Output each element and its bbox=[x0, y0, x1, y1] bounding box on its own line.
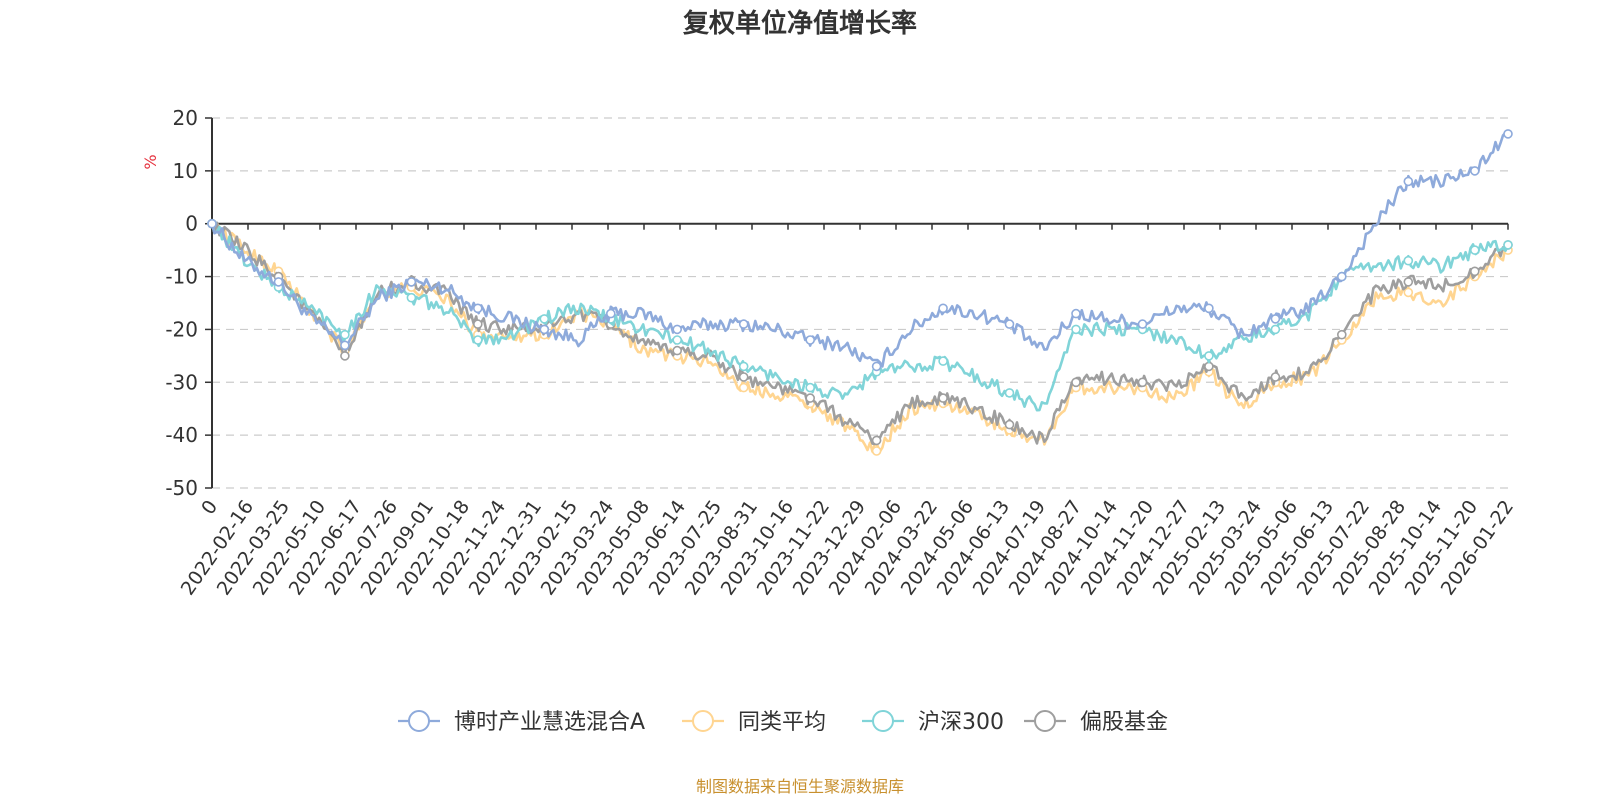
series-marker bbox=[871, 446, 882, 456]
axes bbox=[205, 117, 1509, 489]
series-marker bbox=[1204, 351, 1214, 361]
series-marker bbox=[406, 277, 417, 287]
series-group bbox=[207, 129, 1513, 456]
chart-title: 复权单位净值增长率 bbox=[683, 8, 917, 39]
series-marker bbox=[738, 382, 749, 393]
legend-marker bbox=[872, 710, 894, 732]
series-marker bbox=[539, 324, 550, 335]
y-tick-label: -50 bbox=[165, 476, 198, 500]
series-marker bbox=[938, 303, 948, 314]
series-marker bbox=[672, 324, 683, 335]
y-tick-label: -10 bbox=[165, 265, 198, 289]
y-tick-label: 0 bbox=[185, 212, 198, 236]
series-marker bbox=[805, 393, 816, 403]
series-marker bbox=[805, 382, 816, 393]
series-marker bbox=[1403, 287, 1414, 298]
series-marker bbox=[207, 218, 217, 229]
series-marker bbox=[672, 335, 683, 345]
series-marker bbox=[938, 356, 948, 366]
source-note: 制图数据来自恒生聚源数据库 bbox=[696, 777, 904, 796]
series-line bbox=[210, 131, 1509, 368]
legend-marker bbox=[692, 710, 714, 732]
series-line bbox=[210, 223, 1510, 412]
series-marker bbox=[1470, 166, 1480, 176]
series-marker bbox=[1071, 308, 1081, 319]
series-marker bbox=[472, 319, 483, 329]
series-marker bbox=[1137, 377, 1148, 388]
series-marker bbox=[1071, 377, 1081, 388]
legend-label: 沪深300 bbox=[918, 710, 1004, 735]
legend-label: 同类平均 bbox=[738, 710, 826, 735]
series-marker bbox=[1337, 329, 1347, 340]
series-marker bbox=[738, 372, 749, 382]
y-axis-label: % bbox=[141, 154, 160, 169]
y-tick-label: 10 bbox=[173, 159, 198, 183]
series-marker bbox=[1403, 176, 1414, 187]
series-marker bbox=[472, 335, 483, 345]
series-marker bbox=[1204, 303, 1214, 314]
y-tick-label: -30 bbox=[165, 370, 198, 394]
series-marker bbox=[273, 277, 284, 287]
series-marker bbox=[1270, 314, 1281, 324]
series-marker bbox=[340, 351, 350, 361]
series-marker bbox=[472, 303, 483, 314]
series-marker bbox=[1270, 324, 1281, 335]
series-marker bbox=[406, 292, 417, 303]
legend-item[interactable]: 博时产业慧选混合A bbox=[398, 710, 645, 735]
series-marker bbox=[340, 329, 350, 340]
series-marker bbox=[1204, 361, 1214, 372]
series-marker bbox=[738, 361, 749, 372]
y-tick-label: -20 bbox=[165, 317, 198, 341]
legend-label: 博时产业慧选混合A bbox=[454, 710, 645, 735]
series-marker bbox=[871, 435, 882, 446]
series-marker bbox=[1403, 277, 1414, 287]
series-marker bbox=[1137, 319, 1148, 329]
legend-item[interactable]: 沪深300 bbox=[862, 710, 1004, 735]
y-tick-label: -40 bbox=[165, 423, 198, 447]
y-axis-ticks: 20 10 0 -10 -20 -30 -40 -50 bbox=[165, 106, 198, 500]
series-marker bbox=[938, 393, 948, 403]
legend-marker bbox=[1034, 710, 1056, 732]
series-marker bbox=[340, 340, 350, 351]
series-marker bbox=[605, 308, 616, 319]
series-marker bbox=[1071, 324, 1081, 335]
series-marker bbox=[871, 361, 882, 372]
y-tick-label: 20 bbox=[173, 106, 198, 130]
series-marker bbox=[1470, 266, 1480, 277]
x-axis-ticks: 02022-02-162022-03-252022-05-102022-06-1… bbox=[177, 496, 1518, 599]
grid-lines bbox=[212, 117, 1508, 489]
series-marker bbox=[1470, 245, 1480, 255]
legend[interactable]: 博时产业慧选混合A 同类平均 沪深300 偏股基金 bbox=[398, 710, 1168, 735]
legend-item[interactable]: 同类平均 bbox=[682, 710, 826, 735]
series-marker bbox=[539, 314, 550, 324]
series-marker bbox=[1004, 419, 1015, 430]
series-marker bbox=[1403, 255, 1414, 266]
series-marker bbox=[1004, 388, 1015, 398]
series-line bbox=[210, 221, 1510, 453]
series-marker bbox=[1503, 240, 1513, 250]
series-marker bbox=[1270, 372, 1281, 382]
series-marker bbox=[672, 345, 683, 356]
series-marker bbox=[1503, 129, 1513, 139]
series-line bbox=[210, 221, 1510, 446]
series-marker bbox=[1337, 271, 1347, 282]
x-tick-label: 0 bbox=[197, 496, 222, 519]
legend-marker bbox=[408, 710, 430, 732]
legend-item[interactable]: 偏股基金 bbox=[1024, 710, 1168, 735]
legend-label: 偏股基金 bbox=[1080, 710, 1168, 735]
series-marker bbox=[738, 319, 749, 329]
series-marker bbox=[1004, 319, 1015, 329]
series-marker bbox=[805, 335, 816, 345]
